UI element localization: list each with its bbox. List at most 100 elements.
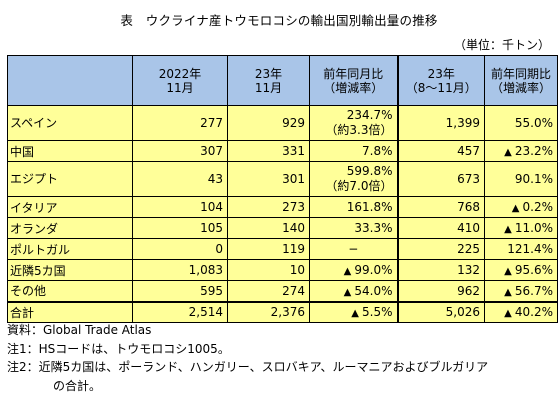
- cell-value: 0: [215, 242, 223, 256]
- cell-col3: 161.8%: [309, 196, 398, 218]
- cell-col4: 962: [396, 280, 485, 302]
- decrease-marker: ▲: [504, 308, 512, 320]
- cell-value-note: （約7.0倍）: [325, 179, 393, 193]
- cell-value: 0.2%: [522, 200, 554, 214]
- row-name: その他: [7, 280, 133, 302]
- table-row: その他 595 274 ▲ 54.0% 962 ▲ 56.7%: [7, 280, 558, 302]
- cell-value: 7.8%: [362, 144, 393, 158]
- cell-col2: 301: [227, 161, 310, 197]
- table-row: オランダ 105 140 33.3% 410 ▲ 11.0%: [7, 217, 558, 239]
- cell-value: 301: [282, 171, 305, 186]
- row-name: 近隣5カ国: [7, 259, 133, 281]
- header-col1: 2022年 11月: [132, 55, 228, 106]
- cell-value: 11.0%: [514, 221, 553, 235]
- cell-value: 962: [457, 283, 480, 298]
- cell-value: 33.3%: [354, 221, 393, 235]
- cell-col2: 929: [227, 105, 310, 141]
- cell-value: 10: [289, 263, 305, 277]
- header-col4: 23年 （8〜11月）: [396, 55, 485, 106]
- row-name: 中国: [7, 140, 133, 162]
- cell-value: 161.8%: [346, 200, 393, 214]
- cell-col4: 225: [396, 238, 485, 260]
- note-2: 注2：近隣5カ国は、ポーランド、ハンガリー、スロバキア、ルーマニアおよびブルガリ…: [7, 360, 489, 374]
- table-title: 表 ウクライナ産トウモロコシの輸出国別輸出量の推移: [120, 13, 438, 28]
- decrease-marker: ▲: [504, 286, 512, 298]
- cell-col5: ▲ 23.2%: [484, 140, 558, 162]
- cell-value: 90.1%: [514, 171, 553, 186]
- header-corner: [7, 55, 133, 106]
- row-name: 合計: [7, 300, 133, 323]
- cell-col1: 1,083: [132, 259, 228, 281]
- cell-value: 55.0%: [514, 115, 553, 130]
- cell-value: 140: [282, 221, 305, 235]
- cell-value: 23.2%: [514, 144, 553, 158]
- cell-value: 104: [200, 200, 223, 214]
- decrease-marker: ▲: [343, 266, 352, 277]
- table-row: イタリア 104 273 161.8% 768 ▲ 0.2%: [7, 196, 558, 218]
- cell-col5: ▲ 11.0%: [484, 217, 558, 239]
- cell-col3: 33.3%: [309, 217, 398, 239]
- header-col2: 23年 11月: [227, 55, 310, 106]
- cell-value: 768: [457, 200, 480, 214]
- header-col3: 前年同月比 （増減率）: [309, 55, 398, 106]
- row-name: オランダ: [7, 217, 133, 239]
- cell-col2: 119: [227, 238, 310, 260]
- note-2-continued: の合計。: [53, 378, 102, 393]
- cell-value: −: [348, 242, 359, 256]
- row-name: エジプト: [7, 161, 133, 197]
- cell-value: 2,376: [270, 305, 305, 320]
- cell-col2: 273: [227, 196, 310, 218]
- cell-col5: 121.4%: [484, 238, 558, 260]
- decrease-marker: ▲: [504, 147, 512, 158]
- cell-col1: 0: [132, 238, 228, 260]
- cell-col4: 5,026: [396, 300, 485, 323]
- header-col5: 前年同期比 （増減率）: [484, 55, 558, 106]
- cell-value: 1,083: [188, 263, 223, 277]
- cell-value: 273: [282, 200, 305, 214]
- cell-value: 410: [457, 221, 480, 235]
- cell-col1: 2,514: [132, 300, 228, 323]
- notes: 資料：Global Trade Atlas 注1：HSコードは、トウモロコシ10…: [7, 321, 488, 395]
- cell-col2: 140: [227, 217, 310, 239]
- cell-col2: 274: [227, 280, 310, 302]
- cell-value: 43: [207, 171, 223, 186]
- cell-col4: 132: [396, 259, 485, 281]
- cell-col2: 331: [227, 140, 310, 162]
- export-table: 2022年 11月 23年 11月 前年同月比 （増減率） 23年 （8〜11月） 前年…: [7, 55, 558, 323]
- cell-value: 121.4%: [507, 242, 553, 256]
- cell-col1: 277: [132, 105, 228, 141]
- cell-col3: −: [309, 238, 398, 260]
- cell-value: 132: [457, 263, 480, 277]
- cell-col4: 457: [396, 140, 485, 162]
- row-name: イタリア: [7, 196, 133, 218]
- cell-value: 119: [282, 242, 305, 256]
- cell-value: 54.0%: [354, 283, 393, 298]
- cell-value: 5,026: [445, 305, 480, 320]
- header-row: 2022年 11月 23年 11月 前年同月比 （増減率） 23年 （8〜11月） 前年…: [7, 55, 558, 106]
- cell-col3: ▲ 99.0%: [309, 259, 398, 281]
- table-row: ポルトガル 0 119 − 225 121.4%: [7, 238, 558, 260]
- row-name: スペイン: [7, 105, 133, 141]
- cell-col1: 595: [132, 280, 228, 302]
- cell-value: 56.7%: [514, 283, 553, 298]
- cell-col3: 599.8% （約7.0倍）: [309, 161, 398, 197]
- cell-value: 274: [282, 283, 305, 298]
- table-row: 中国 307 331 7.8% 457 ▲ 23.2%: [7, 140, 558, 162]
- cell-value: 331: [282, 144, 305, 158]
- cell-col5: ▲ 40.2%: [484, 300, 558, 323]
- cell-col1: 104: [132, 196, 228, 218]
- cell-value: 99.0%: [354, 263, 393, 277]
- cell-value: 929: [282, 115, 305, 130]
- cell-col4: 768: [396, 196, 485, 218]
- table-row: エジプト 43 301 599.8% （約7.0倍） 673 90.1%: [7, 161, 558, 197]
- cell-value: 234.7%: [346, 108, 393, 122]
- table-row: スペイン 277 929 234.7% （約3.3倍） 1,399 55.0%: [7, 105, 558, 141]
- cell-col2: 2,376: [227, 300, 310, 323]
- cell-col4: 1,399: [396, 105, 485, 141]
- cell-col5: ▲ 95.6%: [484, 259, 558, 281]
- cell-col5: 55.0%: [484, 105, 558, 141]
- cell-col3: 7.8%: [309, 140, 398, 162]
- cell-col3: 234.7% （約3.3倍）: [309, 105, 398, 141]
- cell-value-note: （約3.3倍）: [325, 123, 393, 137]
- note-source: 資料：Global Trade Atlas: [7, 323, 152, 337]
